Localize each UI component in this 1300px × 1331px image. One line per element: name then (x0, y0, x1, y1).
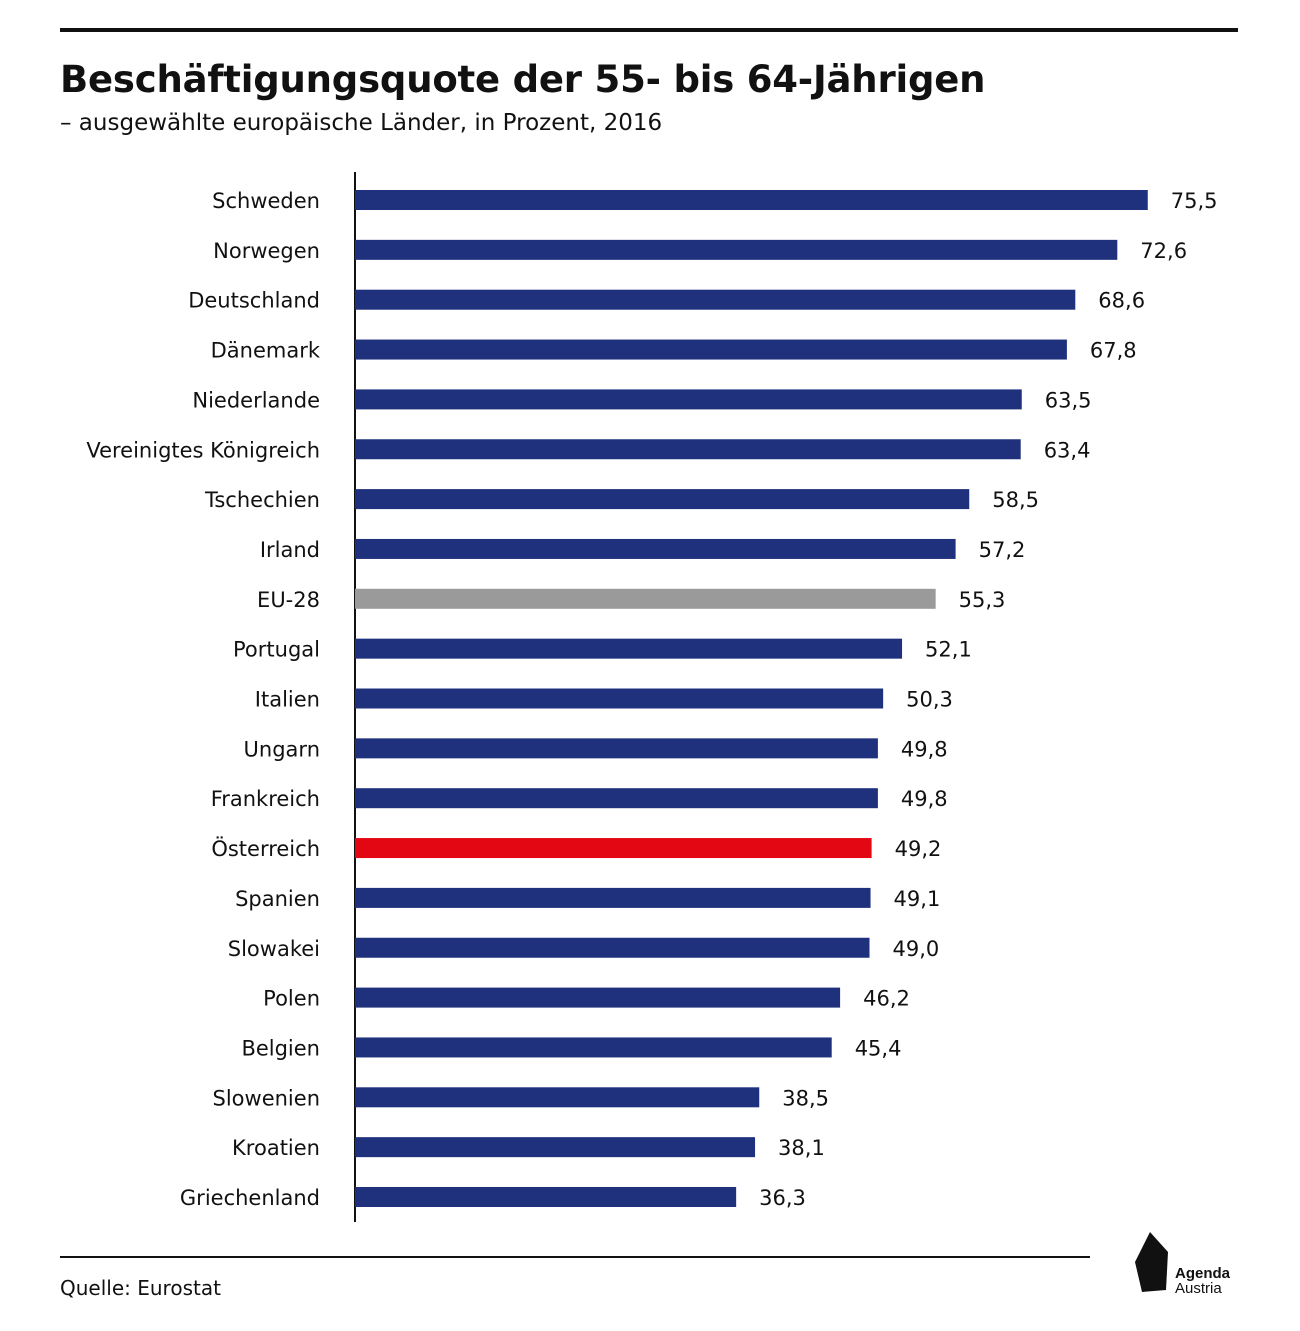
value-label-deutschland: 68,6 (1098, 289, 1145, 313)
bar-vereinigtes-koenigreich (355, 439, 1021, 460)
category-label-slowakei: Slowakei (228, 937, 320, 961)
bar-daenemark (355, 339, 1067, 360)
category-label-portugal: Portugal (233, 638, 320, 662)
category-label-tschechien: Tschechien (204, 488, 320, 512)
chart-title: Beschäftigungsquote der 55- bis 64-Jähri… (60, 58, 986, 101)
bar-italien (355, 688, 884, 709)
category-label-oesterreich: Österreich (211, 836, 320, 861)
bar-spanien (355, 887, 871, 908)
category-label-frankreich: Frankreich (211, 787, 320, 811)
value-label-belgien: 45,4 (855, 1036, 902, 1060)
logo-text-austria: Austria (1175, 1280, 1222, 1297)
value-label-schweden: 75,5 (1171, 189, 1218, 213)
value-label-tschechien: 58,5 (992, 488, 1039, 512)
value-label-niederlande: 63,5 (1045, 388, 1092, 412)
category-label-spanien: Spanien (235, 887, 320, 911)
value-label-italien: 50,3 (906, 688, 953, 712)
value-label-eu-28: 55,3 (959, 588, 1006, 612)
value-label-vereinigtes-koenigreich: 63,4 (1044, 438, 1091, 462)
bar-niederlande (355, 389, 1022, 410)
category-label-eu-28: EU-28 (257, 588, 320, 612)
category-label-norwegen: Norwegen (213, 239, 320, 263)
bar-schweden (355, 190, 1148, 210)
value-label-slowenien: 38,5 (782, 1086, 829, 1110)
category-label-schweden: Schweden (212, 189, 320, 213)
bar-ungarn (355, 738, 878, 759)
bar-deutschland (355, 289, 1076, 310)
bar-polen (355, 987, 841, 1008)
value-label-oesterreich: 49,2 (895, 837, 942, 861)
agenda-austria-logo (1135, 1232, 1168, 1292)
bar-oesterreich (355, 838, 872, 859)
bar-frankreich (355, 788, 878, 809)
bar-slowakei (355, 937, 870, 958)
value-label-norwegen: 72,6 (1140, 239, 1187, 263)
category-label-kroatien: Kroatien (232, 1136, 320, 1160)
bar-norwegen (355, 239, 1118, 260)
bottom-rule (60, 1256, 1090, 1258)
value-label-slowakei: 49,0 (893, 937, 940, 961)
value-label-ungarn: 49,8 (901, 737, 948, 761)
value-label-kroatien: 38,1 (778, 1136, 825, 1160)
bar-griechenland (355, 1187, 737, 1207)
bar-slowenien (355, 1087, 760, 1108)
logo-text-agenda: Agenda (1175, 1265, 1231, 1282)
bar-irland (355, 538, 956, 559)
category-label-daenemark: Dänemark (211, 339, 321, 363)
category-label-polen: Polen (263, 987, 320, 1011)
category-label-niederlande: Niederlande (192, 388, 320, 412)
category-label-belgien: Belgien (241, 1036, 320, 1060)
category-label-deutschland: Deutschland (188, 289, 320, 313)
value-label-spanien: 49,1 (894, 887, 941, 911)
category-label-vereinigtes-koenigreich: Vereinigtes Königreich (86, 438, 320, 462)
bar-kroatien (355, 1137, 756, 1158)
top-rule (60, 28, 1238, 32)
category-label-irland: Irland (260, 538, 320, 562)
value-label-daenemark: 67,8 (1090, 339, 1137, 363)
bar-eu-28 (355, 588, 936, 609)
value-label-griechenland: 36,3 (759, 1186, 806, 1210)
bar-tschechien (355, 489, 970, 510)
category-label-ungarn: Ungarn (244, 737, 320, 761)
value-label-portugal: 52,1 (925, 638, 972, 662)
source-note: Quelle: Eurostat (60, 1276, 221, 1300)
category-label-griechenland: Griechenland (180, 1186, 320, 1210)
value-label-irland: 57,2 (979, 538, 1026, 562)
bar-belgien (355, 1037, 832, 1058)
value-label-polen: 46,2 (863, 987, 910, 1011)
bar-portugal (355, 638, 903, 659)
chart-subtitle: – ausgewählte europäische Länder, in Pro… (60, 110, 663, 136)
value-label-frankreich: 49,8 (901, 787, 948, 811)
category-label-italien: Italien (255, 688, 320, 712)
category-label-slowenien: Slowenien (213, 1086, 320, 1110)
